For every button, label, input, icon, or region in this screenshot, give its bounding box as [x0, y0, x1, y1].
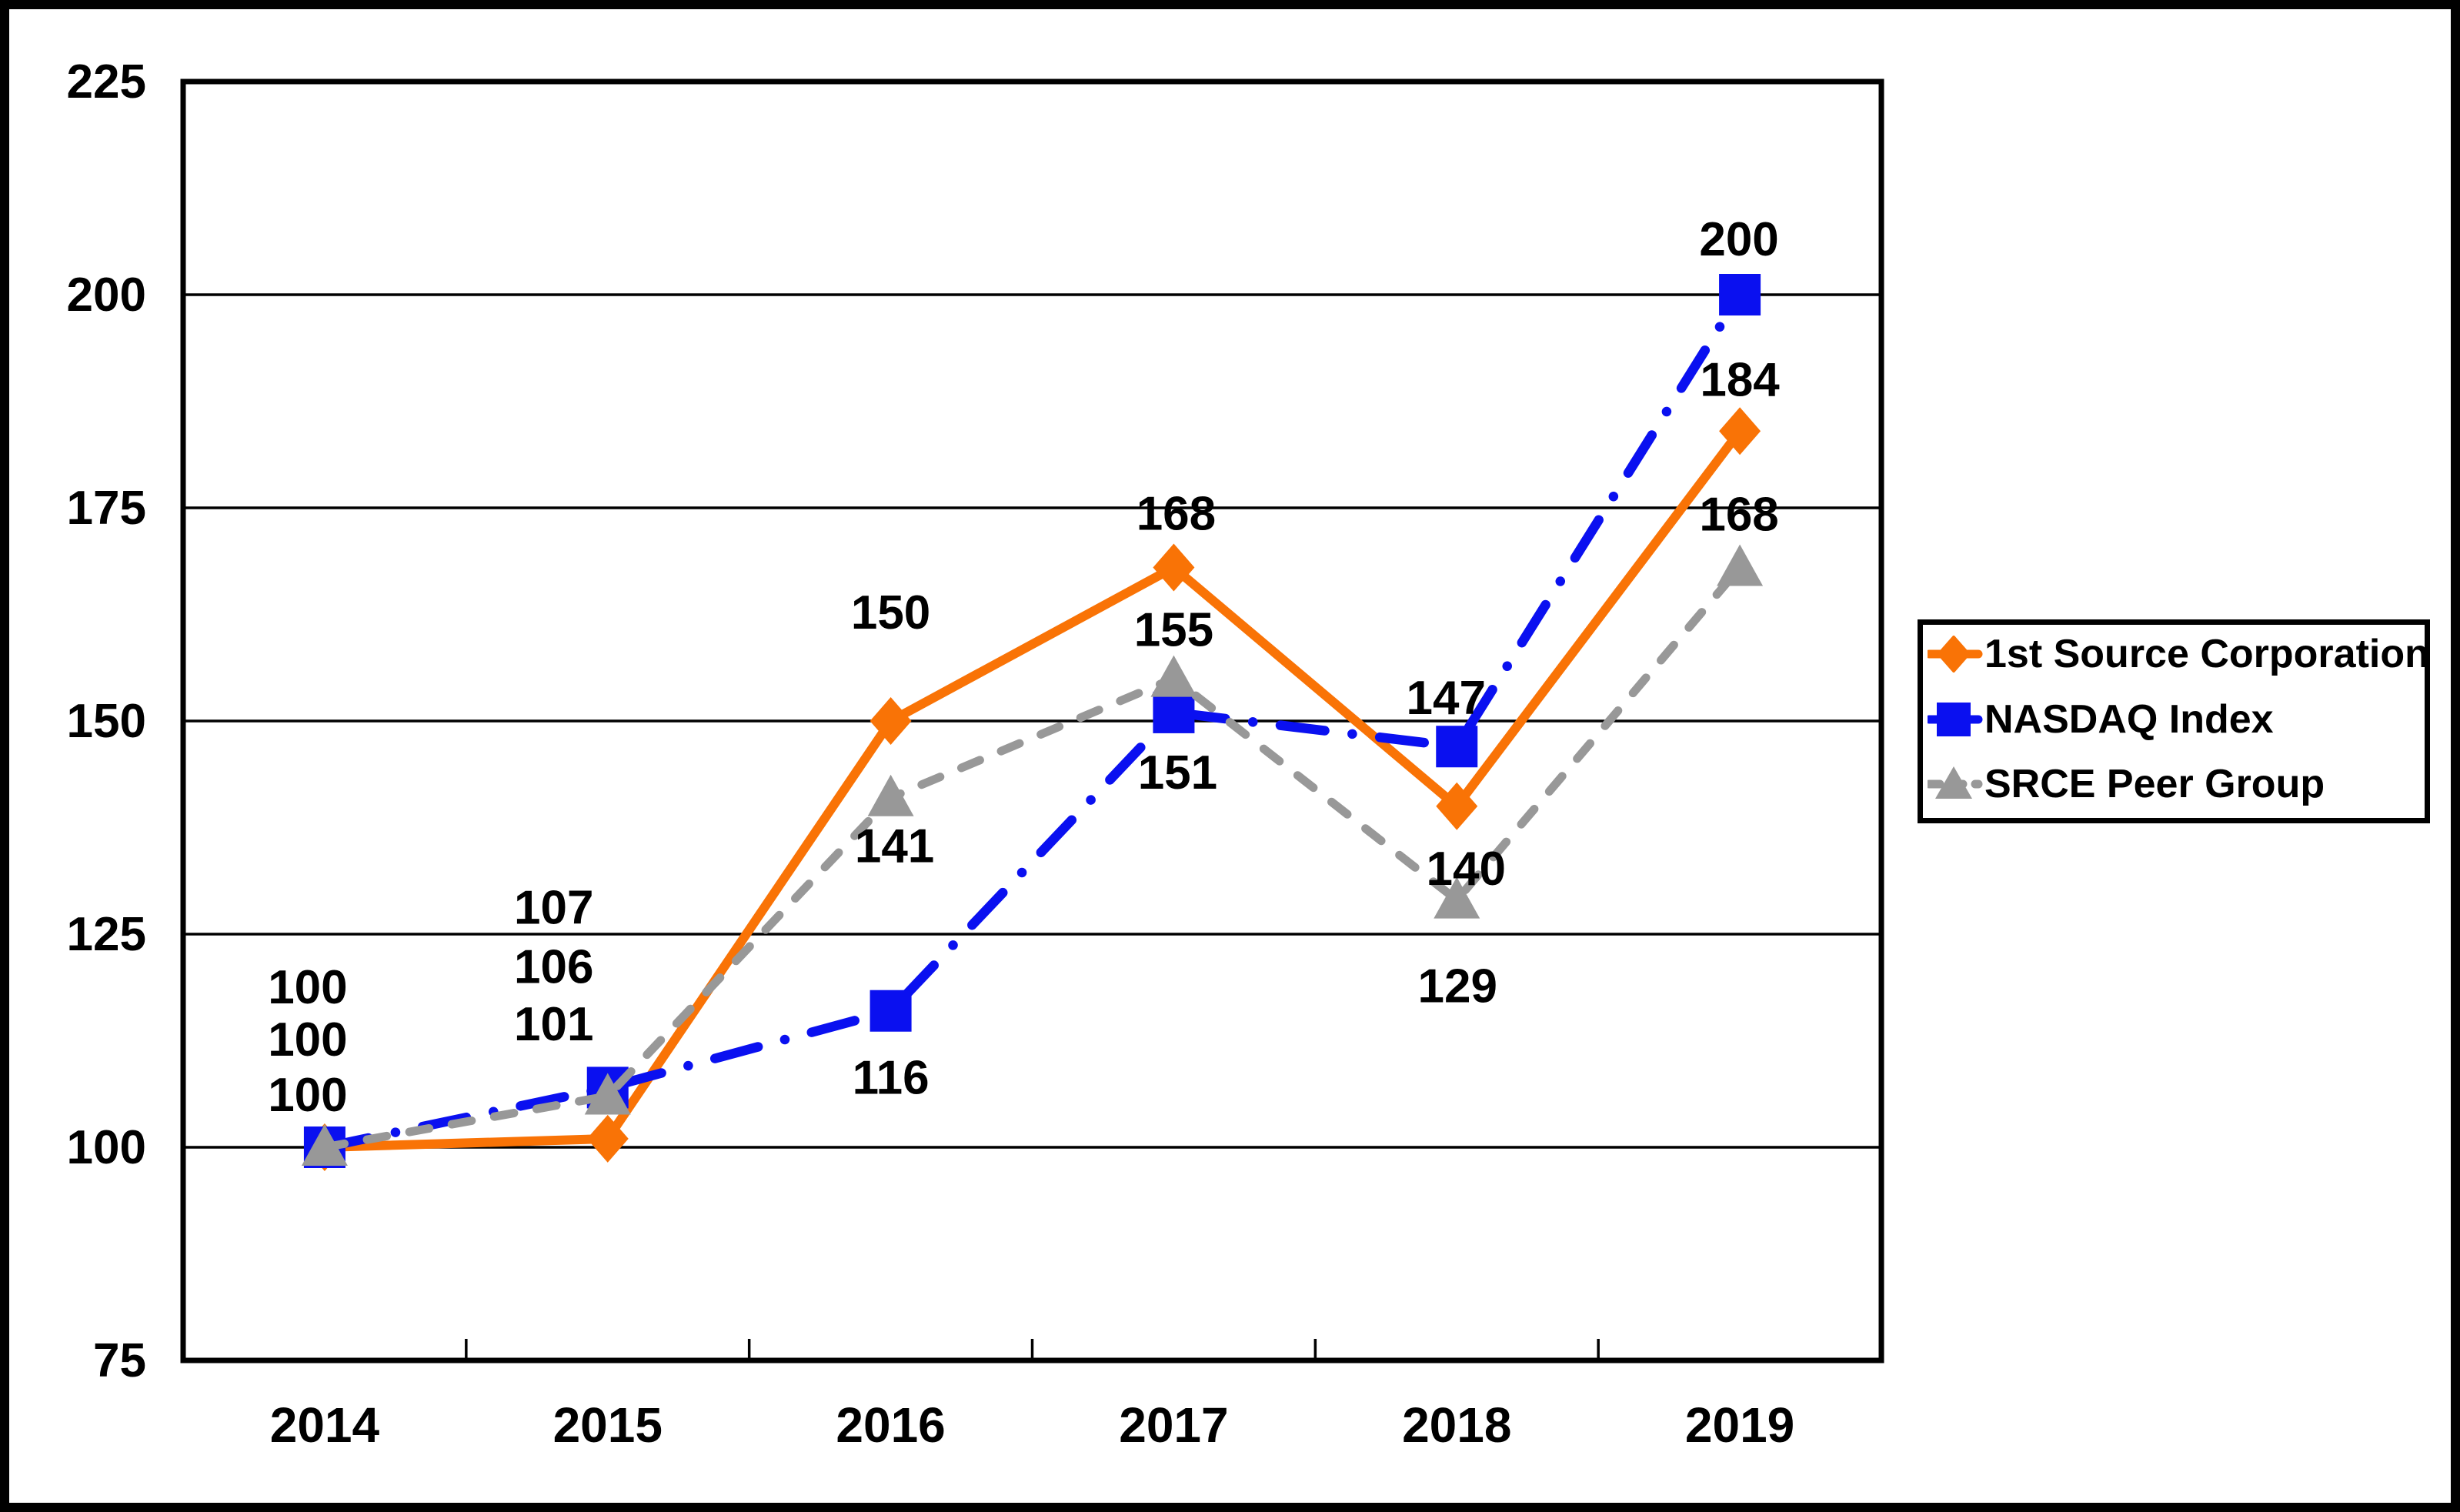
chart-legend: 1st Source Corporation NASDAQ Index SRCE… [1918, 619, 2430, 823]
1st-source-corporation-marker-2015 [586, 1114, 629, 1163]
data-label-nasdaq-index-2018: 147 [1407, 672, 1486, 725]
legend-label: SRCE Peer Group [1984, 762, 2325, 806]
orange-diamond-line-icon [1924, 635, 1984, 673]
data-label-1st-source-corporation-2018: 140 [1427, 843, 1506, 896]
series-1st-source-corporation [303, 407, 1761, 1171]
legend-label: NASDAQ Index [1984, 696, 2274, 742]
plot-border [180, 78, 1884, 1363]
data-label-1st-source-corporation-2017: 168 [1137, 488, 1216, 541]
series-line-srce-peer-group [320, 563, 1744, 1152]
diamond-marker-icon [1937, 635, 1971, 673]
y-axis-label-100: 100 [67, 1121, 146, 1174]
data-label-srce-peer-group-2014: 100 [268, 1013, 347, 1066]
1st-source-corporation-marker-2016 [870, 697, 912, 745]
y-axis-label-175: 175 [67, 482, 146, 535]
srce-peer-group-marker-2016 [867, 774, 914, 816]
data-label-nasdaq-index-2014: 100 [268, 961, 347, 1014]
data-label-srce-peer-group-2017: 155 [1134, 604, 1213, 657]
series-line-nasdaq-index [319, 289, 1745, 1153]
srce-peer-group-marker-2017 [1150, 655, 1197, 697]
data-label-srce-peer-group-2015: 106 [514, 941, 593, 994]
x-axis-label-2015: 2015 [553, 1397, 663, 1453]
legend-item-1st-source-corporation: 1st Source Corporation [1924, 633, 2429, 676]
series-srce-peer-group [301, 544, 1764, 1166]
1st-source-corporation-marker-2017 [1153, 543, 1195, 592]
data-label-srce-peer-group-2016: 141 [855, 820, 934, 873]
data-label-1st-source-corporation-2019: 184 [1700, 353, 1780, 406]
blue-square-line-icon [1924, 701, 1984, 738]
1st-source-corporation-marker-2018 [1436, 782, 1478, 830]
legend-item-nasdaq-index: NASDAQ Index [1924, 696, 2422, 742]
x-axis-label-2017: 2017 [1119, 1397, 1228, 1453]
data-label-srce-peer-group-2018: 129 [1418, 960, 1497, 1013]
nasdaq-index-marker-2018 [1436, 726, 1478, 768]
x-axis-label-2014: 2014 [270, 1397, 380, 1453]
data-label-srce-peer-group-2019: 168 [1699, 489, 1778, 542]
1st-source-corporation-marker-2019 [1719, 407, 1761, 456]
y-axis-label-150: 150 [67, 695, 146, 748]
data-label-1st-source-corporation-2016: 150 [851, 586, 930, 639]
triangle-marker-icon [1935, 766, 1972, 799]
series-line-1st-source-corporation [319, 426, 1745, 1152]
srce-peer-group-marker-2014 [301, 1124, 348, 1166]
legend-item-srce-peer-group: SRCE Peer Group [1924, 762, 2422, 806]
gray-triangle-line-icon [1924, 766, 1984, 803]
data-label-nasdaq-index-2015: 107 [514, 881, 593, 934]
data-label-nasdaq-index-2019: 200 [1699, 213, 1778, 266]
data-label-1st-source-corporation-2015: 101 [514, 998, 593, 1051]
data-label-nasdaq-index-2017: 151 [1138, 746, 1217, 799]
y-axis-label-200: 200 [67, 269, 146, 322]
y-axis-label-225: 225 [67, 55, 146, 108]
nasdaq-index-marker-2016 [870, 990, 912, 1032]
x-axis-label-2018: 2018 [1402, 1397, 1511, 1453]
nasdaq-index-marker-2019 [1719, 274, 1761, 315]
nasdaq-index-marker-2017 [1153, 691, 1195, 733]
y-axis-label-125: 125 [67, 908, 146, 961]
srce-peer-group-marker-2019 [1717, 544, 1764, 586]
x-axis-label-2016: 2016 [836, 1397, 945, 1453]
x-axis-label-2019: 2019 [1685, 1397, 1794, 1453]
srce-peer-group-marker-2018 [1434, 876, 1480, 919]
data-label-1st-source-corporation-2014: 100 [268, 1069, 347, 1122]
square-marker-icon [1937, 702, 1971, 736]
data-label-nasdaq-index-2016: 116 [853, 1052, 930, 1105]
y-axis-label-75: 75 [93, 1334, 146, 1387]
srce-peer-group-marker-2015 [584, 1073, 631, 1115]
legend-label: 1st Source Corporation [1984, 632, 2429, 676]
